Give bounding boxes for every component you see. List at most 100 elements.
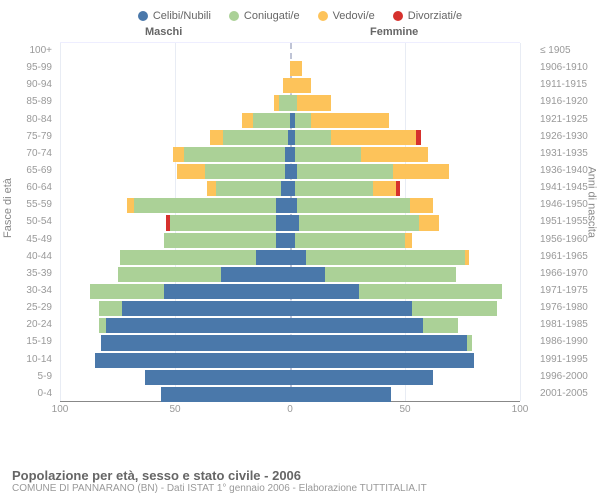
bar-segment-married <box>359 284 502 299</box>
legend-item: Coniugati/e <box>229 10 300 22</box>
bar-segment-married <box>184 147 285 162</box>
y-label-age: 10-14 <box>26 351 52 368</box>
legend-label: Vedovi/e <box>333 10 375 22</box>
y-label-birth: 1936-1940 <box>540 162 588 179</box>
bar-male <box>118 267 291 282</box>
pyramid-row <box>60 232 520 249</box>
bar-male <box>127 198 290 213</box>
bar-segment-single <box>290 198 297 213</box>
y-label-age: 30-34 <box>26 282 52 299</box>
x-tick-label: 100 <box>512 404 529 415</box>
y-label-age: 65-69 <box>26 162 52 179</box>
bar-segment-single <box>290 370 433 385</box>
bar-segment-single <box>122 301 290 316</box>
chart-subtitle: COMUNE DI PANNARANO (BN) - Dati ISTAT 1°… <box>12 483 427 494</box>
pyramid-row <box>60 352 520 369</box>
bar-segment-widowed <box>207 181 216 196</box>
bar-female <box>290 387 391 402</box>
y-label-birth: 1926-1930 <box>540 128 588 145</box>
y-label-age: 60-64 <box>26 179 52 196</box>
bar-segment-married <box>99 301 122 316</box>
y-label-birth: ≤ 1905 <box>540 42 571 59</box>
bar-segment-married <box>170 215 276 230</box>
bar-segment-divorced <box>396 181 401 196</box>
bar-segment-single <box>276 198 290 213</box>
bar-segment-married <box>423 318 458 333</box>
bar-segment-single <box>276 233 290 248</box>
bar-male <box>173 147 290 162</box>
bar-male <box>210 130 290 145</box>
y-label-birth: 1986-1990 <box>540 333 588 350</box>
bar-female <box>290 95 331 110</box>
bar-male <box>242 113 290 128</box>
bar-female <box>290 267 456 282</box>
bar-segment-widowed <box>290 61 302 76</box>
pyramid-row <box>60 112 520 129</box>
bar-segment-married <box>216 181 280 196</box>
bar-female <box>290 181 400 196</box>
bar-segment-widowed <box>393 164 448 179</box>
bar-female <box>290 215 439 230</box>
bar-female <box>290 284 502 299</box>
y-label-birth: 1951-1955 <box>540 213 588 230</box>
bar-segment-married <box>134 198 277 213</box>
pyramid-row <box>60 214 520 231</box>
bar-segment-single <box>290 284 359 299</box>
legend: Celibi/NubiliConiugati/eVedovi/eDivorzia… <box>0 0 600 26</box>
bar-segment-married <box>299 215 419 230</box>
footer: Popolazione per età, sesso e stato civil… <box>12 468 427 494</box>
x-axis: 10050050100 <box>60 404 520 420</box>
bar-segment-married <box>295 130 332 145</box>
bar-segment-married <box>253 113 290 128</box>
x-tick-label: 50 <box>399 404 410 415</box>
y-label-birth: 1961-1965 <box>540 248 588 265</box>
bar-segment-widowed <box>290 78 311 93</box>
y-label-birth: 2001-2005 <box>540 385 588 402</box>
bar-segment-single <box>221 267 290 282</box>
y-label-age: 85-89 <box>26 93 52 110</box>
legend-swatch <box>318 11 328 21</box>
y-label-birth: 1971-1975 <box>540 282 588 299</box>
x-tick-label: 50 <box>169 404 180 415</box>
y-label-birth: 1996-2000 <box>540 368 588 385</box>
bar-segment-single <box>290 318 423 333</box>
bar-male <box>95 353 291 368</box>
bar-male <box>177 164 290 179</box>
pyramid-row <box>60 94 520 111</box>
bar-segment-single <box>276 215 290 230</box>
bar-segment-widowed <box>361 147 428 162</box>
bar-segment-widowed <box>410 198 433 213</box>
pyramid-row <box>60 180 520 197</box>
y-label-age: 80-84 <box>26 111 52 128</box>
bar-segment-married <box>279 95 291 110</box>
gender-header: Maschi Femmine <box>0 26 600 40</box>
bar-female <box>290 61 302 76</box>
chart-container: Celibi/NubiliConiugati/eVedovi/eDivorzia… <box>0 0 600 500</box>
bar-male <box>283 78 290 93</box>
pyramid-row <box>60 266 520 283</box>
bar-segment-single <box>281 181 290 196</box>
bar-female <box>290 113 389 128</box>
bar-segment-married <box>325 267 456 282</box>
bar-segment-single <box>290 335 467 350</box>
pyramid-row <box>60 129 520 146</box>
pyramid-row <box>60 283 520 300</box>
y-label-age: 75-79 <box>26 128 52 145</box>
pyramid-row <box>60 60 520 77</box>
bar-female <box>290 370 433 385</box>
y-label-age: 40-44 <box>26 248 52 265</box>
bar-segment-widowed <box>297 95 332 110</box>
y-label-age: 5-9 <box>38 368 52 385</box>
y-label-birth: 1946-1950 <box>540 196 588 213</box>
bar-segment-married <box>90 284 164 299</box>
pyramid-row <box>60 334 520 351</box>
bar-segment-single <box>290 267 325 282</box>
bar-female <box>290 233 412 248</box>
legend-label: Celibi/Nubili <box>153 10 211 22</box>
y-axis-right: ≤ 19051906-19101911-19151916-19201921-19… <box>536 42 600 402</box>
y-label-age: 50-54 <box>26 213 52 230</box>
bar-female <box>290 198 433 213</box>
bar-segment-married <box>295 113 311 128</box>
pyramid-row <box>60 249 520 266</box>
y-label-birth: 1911-1915 <box>540 76 587 93</box>
